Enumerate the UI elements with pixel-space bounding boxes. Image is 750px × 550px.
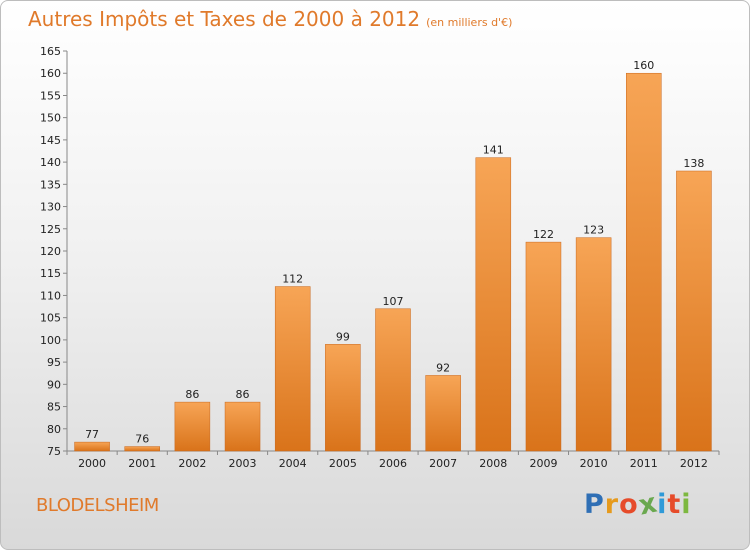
x-tick-label: 2008 [479,457,507,470]
data-label-2001: 76 [135,433,149,446]
x-tick-label: 2002 [178,457,206,470]
x-axis: 2000 2001 2002 2003 2004 2005 2006 2007 2008 2009… [66,450,720,470]
x-tick-label: 2007 [429,457,457,470]
bar-2012 [676,170,712,452]
x-tick-label: 2009 [529,457,557,470]
y-tick-label: 150 [40,112,61,125]
data-label-2007: 92 [436,361,450,374]
x-tick-label: 2010 [580,457,608,470]
bar-2003 [224,401,261,452]
y-tick-label: 165 [40,45,61,58]
data-label-2012: 138 [683,157,704,170]
bar-2004 [274,286,311,452]
y-tick-label: 90 [47,378,61,391]
logo-letter: o [619,489,639,520]
bar-2002 [174,401,211,452]
logo-letter: i [657,489,668,520]
bars-group: 77 76 86 86 112 99 107 92 141 122 123 160 138 [74,59,712,452]
chart-title: Autres Impôts et Taxes de 2000 à 2012 (en… [28,7,512,31]
y-tick-label: 110 [40,289,61,302]
x-tick-label: 2011 [630,457,658,470]
bar-2010 [575,237,612,452]
x-tick-label: 2003 [229,457,257,470]
data-label-2010: 123 [583,224,604,237]
data-label-2002: 86 [185,388,199,401]
y-tick-label: 80 [47,423,61,436]
chart-subtitle: (en milliers d'€) [426,16,513,29]
y-tick-label: 135 [40,178,61,191]
y-tick-label: 115 [40,267,61,280]
y-tick-label: 75 [47,445,61,458]
bar-2009 [525,241,562,452]
y-tick-label: 125 [40,223,61,236]
y-tick-label: 155 [40,89,61,102]
commune-name: BLODELSHEIM [36,495,159,516]
x-tick-label: 2012 [680,457,708,470]
x-tick-label: 2001 [128,457,156,470]
y-tick-label: 95 [47,356,61,369]
y-tick-label: 100 [40,334,61,347]
data-label-2000: 77 [85,428,99,441]
y-tick-label: 160 [40,67,61,80]
logo-letter: r [604,489,620,520]
data-label-2006: 107 [383,295,404,308]
x-tick-label: 2004 [279,457,307,470]
y-tick-label: 130 [40,201,61,214]
y-tick-label: 145 [40,134,61,147]
logo-letter: i [681,489,692,520]
proxiti-logo: Proxiti [584,487,692,521]
data-label-2011: 160 [633,59,654,72]
logo-letter: t [667,489,682,520]
bar-2000 [74,441,110,452]
bar-2011 [626,72,662,452]
y-axis: 75 80 85 90 95 100 105 110 115 120 125 130 135 140 145… [40,45,68,458]
bar-2008 [475,157,512,452]
y-tick-label: 140 [40,156,61,169]
chart-title-text: Autres Impôts et Taxes de 2000 à 2012 [28,7,421,31]
data-label-2004: 112 [282,273,303,286]
bar-2006 [375,308,411,452]
data-label-2009: 122 [533,228,554,241]
bar-2005 [325,344,361,452]
y-tick-label: 105 [40,312,61,325]
data-label-2005: 99 [336,330,350,343]
y-tick-label: 85 [47,401,61,414]
bar-2007 [425,375,461,452]
x-tick-label: 2000 [78,457,106,470]
bar-2001 [124,446,160,452]
x-tick-label: 2006 [379,457,407,470]
y-tick-label: 120 [40,245,61,258]
logo-letter: P [584,489,605,520]
data-label-2008: 141 [483,144,504,157]
data-label-2003: 86 [236,388,250,401]
x-tick-label: 2005 [329,457,357,470]
